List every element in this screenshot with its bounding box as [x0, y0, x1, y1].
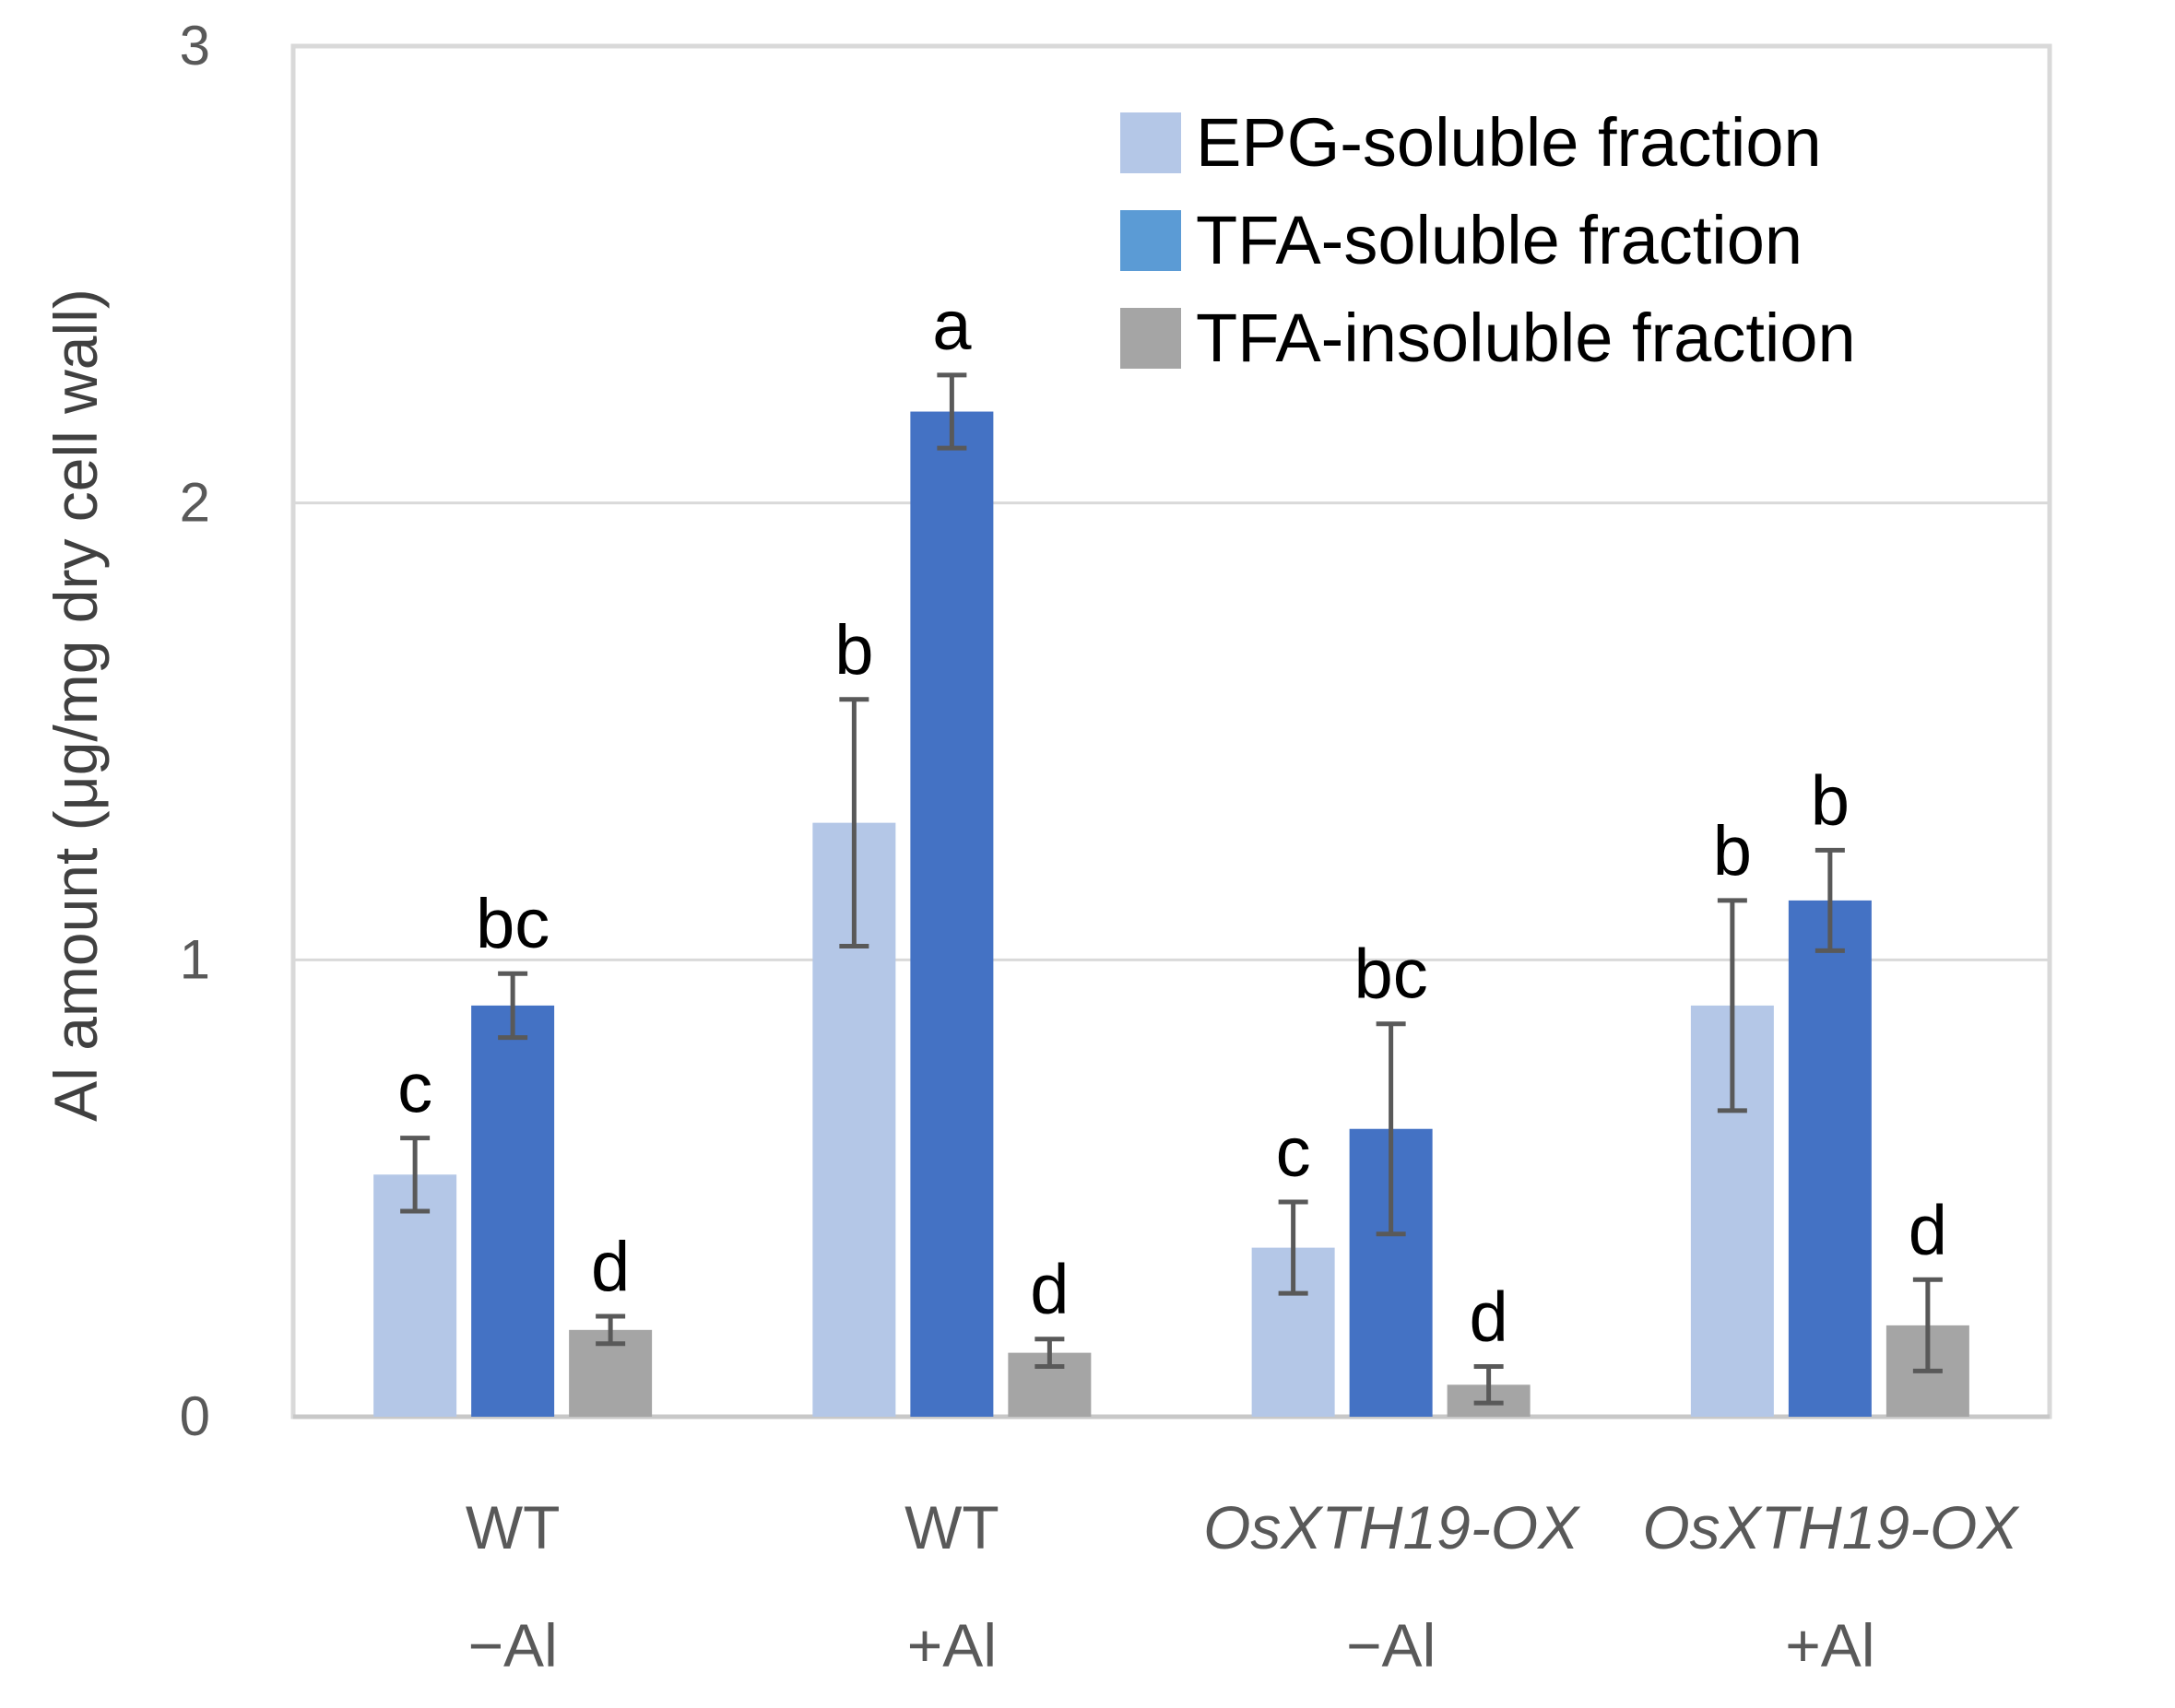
legend-swatch: [1120, 112, 1181, 173]
legend-swatch: [1120, 210, 1181, 271]
significance-letter: d: [1030, 1251, 1069, 1329]
significance-letter: a: [932, 287, 972, 365]
x-category-label: −Al: [468, 1611, 558, 1679]
x-category-label: +Al: [1785, 1611, 1874, 1679]
x-category-label: WT: [904, 1493, 999, 1561]
error-bars: [400, 372, 1943, 1406]
legend-label: TFA-insoluble fraction: [1196, 300, 1856, 376]
significance-letter: b: [834, 611, 873, 689]
significance-letter: d: [1909, 1191, 1947, 1269]
significance-letter: c: [1276, 1113, 1311, 1192]
bar: [373, 1174, 457, 1417]
x-category-label: WT: [466, 1493, 561, 1561]
significance-letter: bc: [1353, 936, 1427, 1014]
significance-letter: b: [1713, 812, 1752, 890]
significance-letter: c: [397, 1050, 432, 1128]
y-tick-label: 3: [180, 15, 210, 77]
legend-label: TFA-soluble fraction: [1196, 202, 1803, 278]
bars: [373, 411, 1969, 1417]
gridlines: [293, 501, 2050, 961]
y-axis-ticks: 0 1 2 3: [180, 15, 210, 1447]
y-axis-label: Al amount (μg/mg dry cell wall): [41, 289, 110, 1122]
bar: [1788, 900, 1872, 1417]
significance-letter: d: [1469, 1278, 1507, 1356]
bar: [471, 1005, 555, 1417]
x-category-label: −Al: [1346, 1611, 1436, 1679]
y-tick-label: 0: [180, 1385, 210, 1447]
bar: [910, 411, 994, 1417]
legend: EPG-soluble fraction TFA-soluble fraction…: [1120, 104, 1856, 376]
x-category-label: OsXTH19-OX: [1642, 1493, 2020, 1561]
x-category-label: +Al: [907, 1611, 997, 1679]
significance-letter: b: [1811, 761, 1850, 840]
legend-swatch: [1120, 308, 1181, 369]
x-axis-categories: WT −Al WT +Al OsXTH19-OX −Al OsXTH19-OX +Al: [466, 1493, 2021, 1679]
significance-letter: d: [591, 1228, 630, 1306]
significance-letter: bc: [476, 885, 550, 963]
legend-label: EPG-soluble fraction: [1196, 104, 1822, 181]
y-tick-label: 1: [180, 928, 210, 990]
y-tick-label: 2: [180, 472, 210, 534]
x-category-label: OsXTH19-OX: [1203, 1493, 1581, 1561]
